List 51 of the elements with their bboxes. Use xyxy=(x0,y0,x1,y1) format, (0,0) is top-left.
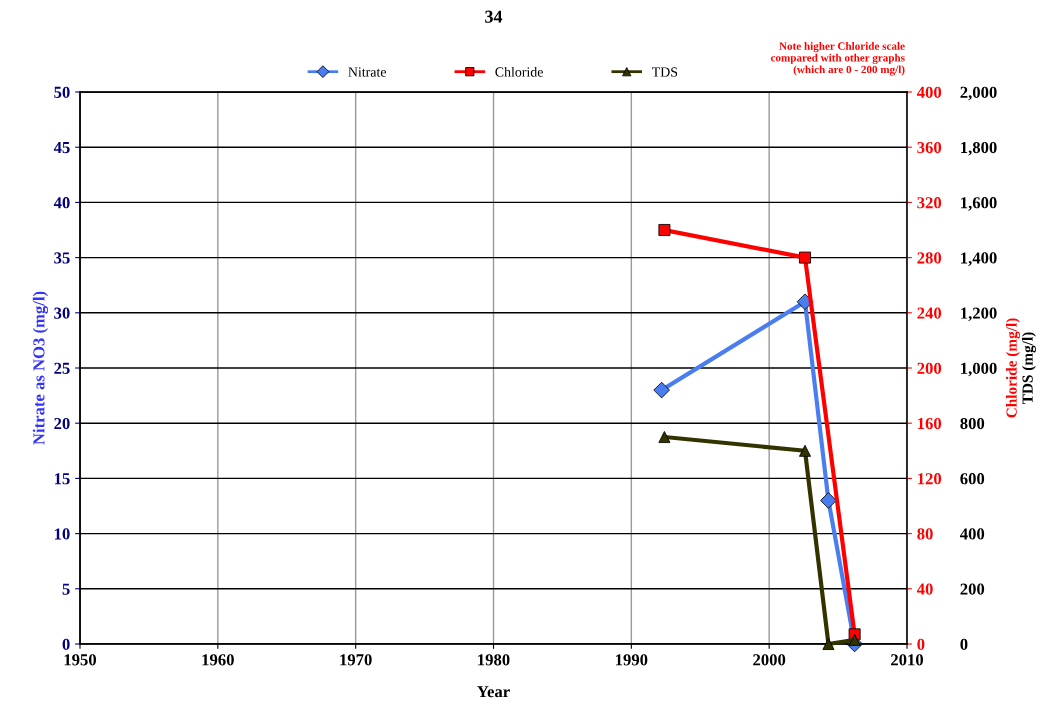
text: Note higher Chloride scale compared with other graphs (which are 0 - 200 mg/l) xyxy=(770,42,905,76)
y2-tick-label: 280 xyxy=(917,252,942,264)
y-tick-label: 30 xyxy=(54,307,70,319)
y3-axis-title: TDS (mg/l) xyxy=(1022,332,1036,405)
x-tick-label: 1960 xyxy=(202,654,234,666)
y3-tick-label: 1,000 xyxy=(961,362,997,377)
y2-tick-label: 400 xyxy=(916,86,942,98)
y2-tick-label: 200 xyxy=(917,362,942,374)
y3-tick-label: 1,400 xyxy=(961,252,997,266)
chart-title: 34 xyxy=(485,10,503,23)
y-tick-label: 50 xyxy=(54,86,70,98)
legend-label: Nitrate xyxy=(348,67,386,77)
y3-tick-label: 1,600 xyxy=(961,197,997,211)
legend-label: Chloride xyxy=(495,66,543,77)
y-tick-label: 40 xyxy=(53,197,70,209)
y2-axis-title: Chloride (mg/l) xyxy=(1006,318,1020,418)
y-tick-label: 20 xyxy=(54,417,70,430)
point xyxy=(799,251,811,264)
x-tick-label: 2000 xyxy=(753,654,786,666)
x-tick-label: 2010 xyxy=(891,654,924,666)
y2-tick-label: 320 xyxy=(917,197,942,209)
y2-tick-label: 360 xyxy=(917,141,942,154)
legend-label: TDS xyxy=(651,67,678,77)
y-tick-label: 35 xyxy=(54,252,70,264)
y-tick-label: 5 xyxy=(62,583,70,595)
y3-tick-label: 1,200 xyxy=(961,307,997,322)
y-tick-label: 45 xyxy=(53,142,70,154)
y-tick-label: 15 xyxy=(54,473,70,485)
x-axis-title: Year xyxy=(477,686,510,698)
y3-tick-label: 200 xyxy=(960,583,985,595)
y-axis-title: Nitrate as NO3 (mg/l) xyxy=(32,291,49,445)
y2-tick-label: 40 xyxy=(916,583,933,595)
y3-tick-label: 1,800 xyxy=(961,141,997,156)
y3-tick-label: 600 xyxy=(960,473,985,485)
y3-tick-label: 2,000 xyxy=(960,86,997,101)
point xyxy=(653,381,670,399)
x-tick-label: 1980 xyxy=(478,654,510,666)
x-tick-label: 1950 xyxy=(64,654,97,666)
y2-tick-label: 0 xyxy=(917,638,925,650)
y-tick-label: 10 xyxy=(54,528,70,540)
y-tick-label: 0 xyxy=(62,638,70,650)
y2-tick-label: 240 xyxy=(917,307,942,319)
y3-tick-label: 800 xyxy=(960,417,985,430)
x-tick-label: 1970 xyxy=(340,654,372,666)
y2-tick-label: 120 xyxy=(918,473,942,485)
y2-tick-label: 160 xyxy=(918,417,942,430)
y2-tick-label: 80 xyxy=(917,528,933,540)
y-tick-label: 25 xyxy=(54,362,70,374)
y3-tick-label: 400 xyxy=(960,528,985,540)
y3-tick-label: 0 xyxy=(960,638,968,650)
x-tick-label: 1990 xyxy=(616,654,648,666)
